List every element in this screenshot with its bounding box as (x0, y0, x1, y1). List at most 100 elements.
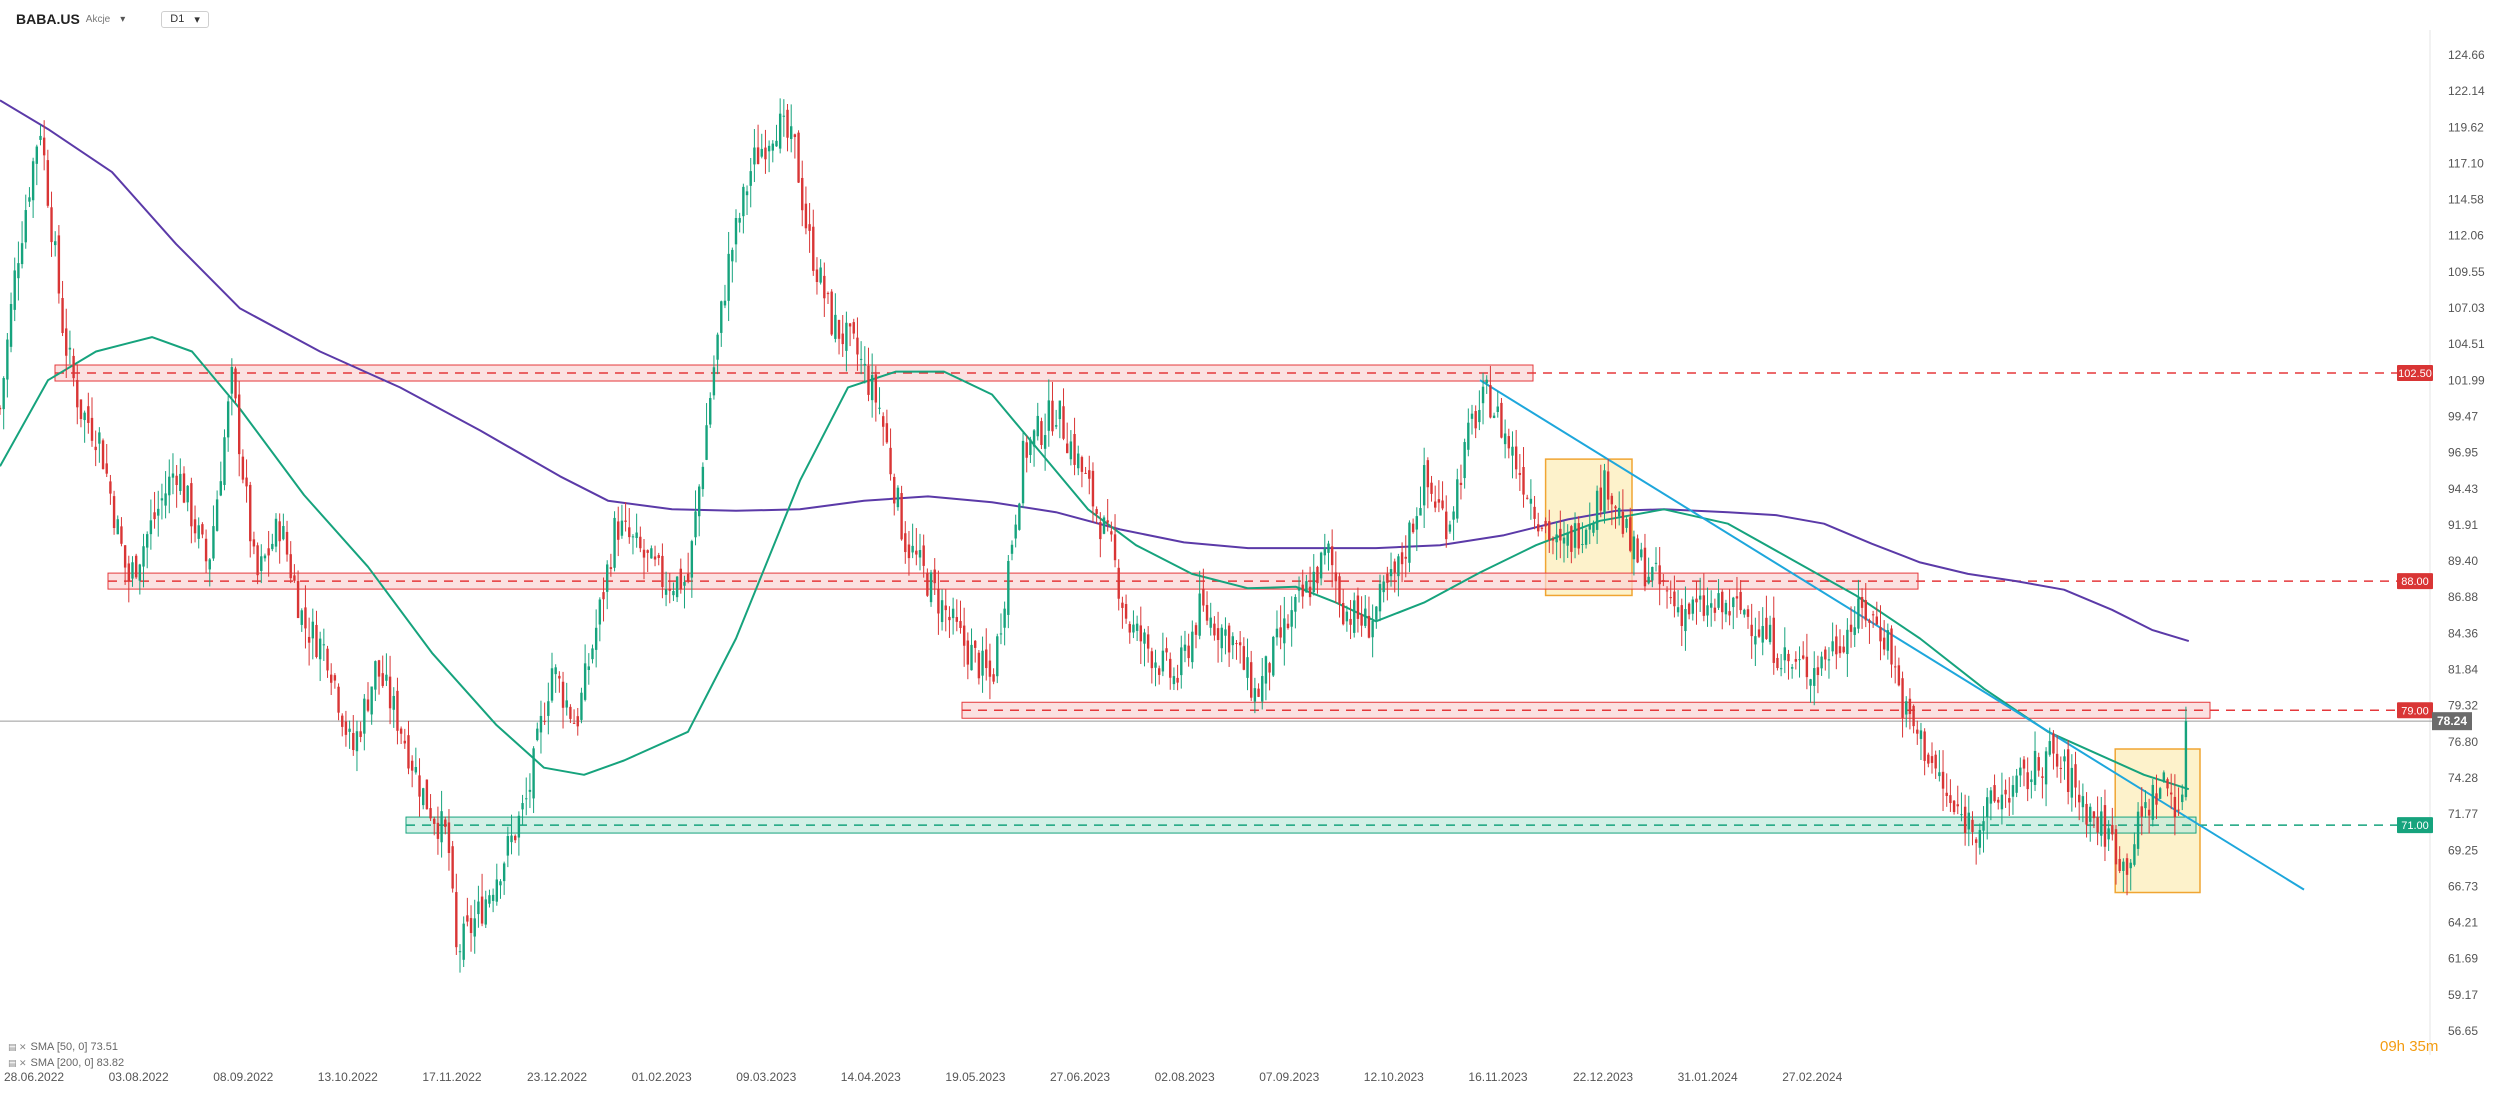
candle (1894, 645, 1897, 684)
candle-body (1566, 533, 1569, 546)
candle (1319, 551, 1323, 586)
candle-body (775, 140, 778, 147)
candle (1077, 445, 1080, 476)
candle (2081, 783, 2085, 823)
candle-body (867, 365, 870, 395)
symbol-name[interactable]: BABA.US (16, 11, 80, 27)
candle (609, 553, 613, 577)
candle-body (2144, 802, 2147, 809)
candle-body (1875, 616, 1878, 625)
candle-body (1470, 413, 1474, 419)
timeframe-select[interactable]: D1 ▾ (161, 10, 209, 28)
candle-body (532, 748, 535, 799)
candle-body (2055, 753, 2059, 767)
candle (907, 530, 911, 576)
candle-body (1654, 562, 1658, 564)
candle-body (2078, 794, 2081, 803)
candle-body (2158, 788, 2162, 799)
candle (1514, 429, 1518, 479)
candle (1860, 588, 1864, 629)
candle-body (539, 715, 543, 733)
candle (1625, 515, 1628, 533)
candle-body (2173, 796, 2177, 818)
candle (1327, 540, 1330, 571)
candle (260, 544, 263, 584)
candle (1838, 629, 1842, 658)
candle-body (1242, 646, 1246, 670)
candle-body (1618, 507, 1621, 517)
candle (1952, 800, 1956, 815)
candle-body (1047, 400, 1050, 431)
candle (583, 644, 587, 702)
candle-body (1158, 668, 1161, 675)
candle (606, 560, 609, 610)
candle-body (1261, 676, 1264, 702)
legend-item-sma200[interactable]: ▤ ✕ SMA [200, 0] 83.82 (8, 1055, 124, 1071)
candle-body (433, 818, 436, 824)
candle (782, 99, 786, 137)
candle (1279, 605, 1282, 650)
candle (1724, 599, 1728, 623)
candle (992, 668, 995, 685)
candle (870, 353, 874, 418)
candle-body (1305, 581, 1308, 593)
candle (1886, 623, 1890, 660)
x-tick-label: 09.03.2023 (736, 1070, 796, 1084)
candle (1283, 596, 1286, 666)
candle-body (219, 481, 222, 496)
candle-body (20, 243, 24, 265)
candle (1754, 617, 1757, 667)
candle (1224, 617, 1227, 655)
candle-body (0, 407, 2, 410)
candle (204, 529, 208, 574)
candle (355, 720, 359, 772)
candle (480, 873, 484, 927)
candle-body (1073, 434, 1076, 465)
level-tag-text: 79.00 (2401, 705, 2429, 717)
legend-item-sma50[interactable]: ▤ ✕ SMA [50, 0] 73.51 (8, 1039, 124, 1055)
candle-body (425, 779, 429, 810)
candle-body (1445, 511, 1448, 540)
candle-body (488, 895, 491, 904)
candle (2173, 774, 2177, 836)
candle-body (1768, 624, 1772, 643)
candle-body (2136, 811, 2140, 849)
candle-body (1191, 631, 1194, 663)
candle (2074, 751, 2077, 808)
candle-body (1161, 650, 1165, 672)
candle-body (716, 334, 719, 360)
candle-body (1213, 623, 1216, 636)
candle (1555, 521, 1558, 560)
candle-body (679, 568, 682, 590)
candle-body (1434, 501, 1437, 508)
candle-body (201, 524, 204, 535)
candle (1378, 574, 1382, 622)
candle (1632, 530, 1636, 576)
candle-body (848, 323, 852, 327)
symbol-dropdown-icon[interactable]: ▾ (120, 13, 126, 25)
candle (42, 120, 46, 171)
candle (2144, 790, 2147, 818)
settings-icon[interactable]: ▤ ✕ (8, 1058, 27, 1068)
candle (20, 221, 24, 269)
candle (2089, 803, 2092, 842)
candle (1213, 616, 1216, 641)
candle (808, 203, 811, 253)
candle-body (2184, 721, 2188, 798)
candle-body (1040, 421, 1043, 445)
candle (1669, 580, 1672, 605)
candle (2100, 796, 2103, 847)
candle-body (1669, 597, 1672, 599)
candle (1367, 596, 1371, 639)
candle-body (572, 722, 576, 724)
candle (2151, 778, 2154, 827)
candle (1088, 455, 1091, 495)
candle-body (477, 901, 480, 915)
candle (1084, 466, 1087, 474)
candle-body (1371, 620, 1374, 638)
settings-icon[interactable]: ▤ ✕ (8, 1042, 27, 1052)
candle (502, 861, 506, 895)
candle (31, 157, 35, 218)
candle (90, 397, 94, 447)
